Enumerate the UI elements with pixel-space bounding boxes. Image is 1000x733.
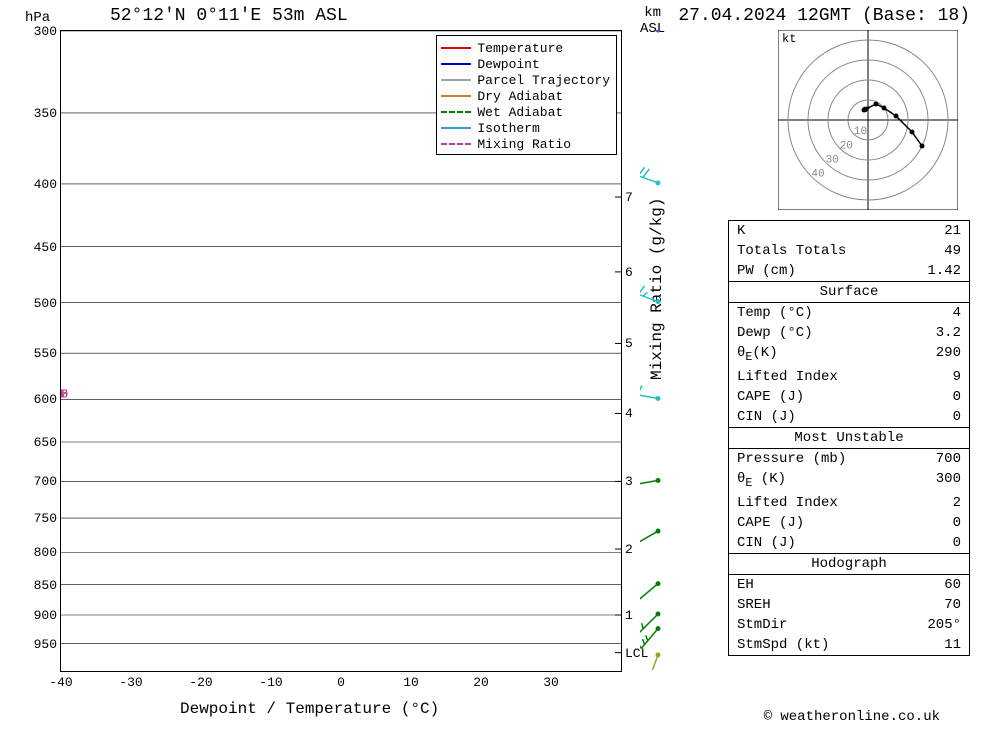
altitude-tick: 5 — [621, 336, 633, 351]
temp-tick: 20 — [461, 671, 501, 690]
index-section-head: Surface — [729, 281, 969, 303]
pressure-tick: 700 — [17, 474, 61, 489]
index-row: θE(K)290 — [729, 343, 969, 367]
pressure-tick: 750 — [17, 511, 61, 526]
x-axis-label: Dewpoint / Temperature (°C) — [180, 700, 439, 718]
index-section-head: Most Unstable — [729, 427, 969, 449]
legend-item: Dewpoint — [441, 56, 610, 72]
temp-tick: 10 — [391, 671, 431, 690]
altitude-tick: 2 — [621, 542, 633, 557]
legend-item: Parcel Trajectory — [441, 72, 610, 88]
index-section-head: Hodograph — [729, 553, 969, 575]
legend-item: Wet Adiabat — [441, 104, 610, 120]
pressure-tick: 600 — [17, 392, 61, 407]
index-row: StmDir205° — [729, 615, 969, 635]
altitude-tick: 7 — [621, 190, 633, 205]
pressure-tick: 800 — [17, 545, 61, 560]
datetime-title: 27.04.2024 12GMT (Base: 18) — [678, 6, 970, 26]
legend: TemperatureDewpointParcel TrajectoryDry … — [436, 35, 617, 155]
svg-text:25: 25 — [61, 387, 68, 401]
index-row: CAPE (J)0 — [729, 387, 969, 407]
index-row: StmSpd (kt)11 — [729, 635, 969, 655]
index-row: θE (K)300 — [729, 469, 969, 493]
pressure-tick: 500 — [17, 296, 61, 311]
svg-text:kt: kt — [782, 32, 796, 46]
pressure-tick: 950 — [17, 637, 61, 652]
temp-tick: 30 — [531, 671, 571, 690]
pressure-tick: 300 — [17, 24, 61, 39]
svg-text:20: 20 — [840, 140, 853, 152]
legend-item: Dry Adiabat — [441, 88, 610, 104]
skewt-chart: 123456810152025 TemperatureDewpointParce… — [60, 30, 622, 672]
copyright: © weatheronline.co.uk — [764, 709, 940, 725]
legend-item: Mixing Ratio — [441, 136, 610, 152]
index-row: Dewp (°C)3.2 — [729, 323, 969, 343]
skewt-root: 52°12'N 0°11'E 53m ASL 27.04.2024 12GMT … — [0, 0, 1000, 733]
pressure-tick: 400 — [17, 177, 61, 192]
hodograph: 10203040 kt — [778, 30, 958, 210]
altitude-tick: 4 — [621, 406, 633, 421]
index-row: SREH70 — [729, 595, 969, 615]
pressure-tick: 350 — [17, 106, 61, 121]
index-row: PW (cm)1.42 — [729, 261, 969, 281]
svg-text:30: 30 — [826, 154, 839, 166]
altitude-tick: 3 — [621, 474, 633, 489]
altitude-tick: 1 — [621, 608, 633, 623]
legend-item: Temperature — [441, 40, 610, 56]
wind-barb-column — [640, 30, 690, 670]
location-title: 52°12'N 0°11'E 53m ASL — [110, 6, 348, 26]
pressure-tick: 650 — [17, 435, 61, 450]
pressure-tick: 900 — [17, 608, 61, 623]
index-row: EH60 — [729, 575, 969, 595]
index-row: K21 — [729, 221, 969, 241]
svg-text:40: 40 — [811, 169, 824, 181]
pressure-tick: 450 — [17, 240, 61, 255]
pressure-tick: 550 — [17, 346, 61, 361]
temp-tick: -20 — [181, 671, 221, 690]
svg-text:10: 10 — [854, 126, 867, 138]
index-row: CAPE (J)0 — [729, 513, 969, 533]
indices-table: K21Totals Totals49PW (cm)1.42SurfaceTemp… — [728, 220, 970, 656]
index-row: Lifted Index2 — [729, 493, 969, 513]
index-row: Lifted Index9 — [729, 367, 969, 387]
index-row: CIN (J)0 — [729, 407, 969, 427]
index-row: Temp (°C)4 — [729, 303, 969, 323]
index-row: CIN (J)0 — [729, 533, 969, 553]
index-row: Pressure (mb)700 — [729, 449, 969, 469]
altitude-tick: 6 — [621, 265, 633, 280]
index-row: Totals Totals49 — [729, 241, 969, 261]
temp-tick: -30 — [111, 671, 151, 690]
temp-tick: -40 — [41, 671, 81, 690]
legend-item: Isotherm — [441, 120, 610, 136]
temp-tick: -10 — [251, 671, 291, 690]
pressure-tick: 850 — [17, 578, 61, 593]
temp-tick: 0 — [321, 671, 361, 690]
